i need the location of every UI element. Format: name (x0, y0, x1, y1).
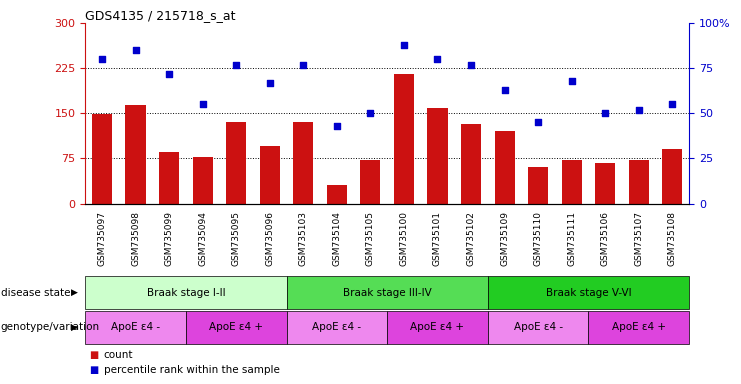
Bar (287, 311, 387, 344)
Text: count: count (104, 350, 133, 360)
Text: Braak stage I-II: Braak stage I-II (147, 288, 225, 298)
Point (499, 87, 511, 93)
Text: percentile rank within the sample: percentile rank within the sample (104, 366, 279, 376)
Bar (562, 160, 582, 204)
Bar (595, 162, 615, 204)
Bar (494, 131, 515, 204)
Point (599, 110, 611, 116)
Bar (293, 122, 313, 204)
Text: ApoE ε4 -: ApoE ε4 - (514, 322, 562, 333)
Bar (360, 160, 380, 204)
Bar (528, 167, 548, 204)
Bar (628, 160, 649, 204)
Text: ApoE ε4 -: ApoE ε4 - (111, 322, 160, 333)
Text: ApoE ε4 +: ApoE ε4 + (411, 322, 465, 333)
Text: ApoE ε4 +: ApoE ε4 + (209, 322, 263, 333)
Point (532, 119, 544, 125)
Bar (85, 276, 287, 309)
Bar (428, 108, 448, 204)
Bar (85, 311, 186, 344)
Point (196, 101, 208, 107)
Text: GDS4135 / 215718_s_at: GDS4135 / 215718_s_at (85, 9, 236, 22)
Point (163, 71, 175, 77)
Bar (662, 149, 682, 204)
Point (264, 79, 276, 86)
Text: ApoE ε4 +: ApoE ε4 + (612, 322, 666, 333)
Bar (488, 276, 689, 309)
Bar (488, 311, 588, 344)
Point (331, 123, 343, 129)
Text: ■: ■ (89, 366, 98, 376)
Point (130, 47, 142, 53)
Point (431, 56, 443, 62)
Bar (125, 106, 145, 204)
Point (230, 61, 242, 68)
Point (465, 61, 477, 68)
Point (365, 110, 376, 116)
Bar (327, 185, 347, 204)
Bar (226, 122, 246, 204)
Point (566, 78, 578, 84)
Text: ▶: ▶ (70, 288, 78, 297)
Text: ▶: ▶ (70, 323, 78, 332)
Bar (461, 124, 481, 204)
Text: Braak stage V-VI: Braak stage V-VI (545, 288, 631, 298)
Text: ■: ■ (89, 350, 98, 360)
Bar (193, 157, 213, 204)
Bar (588, 311, 689, 344)
Bar (92, 114, 112, 204)
Text: Braak stage III-IV: Braak stage III-IV (343, 288, 431, 298)
Text: ApoE ε4 -: ApoE ε4 - (312, 322, 362, 333)
Text: disease state: disease state (1, 288, 70, 298)
Text: genotype/variation: genotype/variation (1, 322, 100, 333)
Point (633, 107, 645, 113)
Bar (259, 146, 280, 204)
Point (398, 41, 410, 48)
Bar (387, 311, 488, 344)
Point (297, 61, 309, 68)
Bar (394, 74, 414, 204)
Point (666, 101, 678, 107)
Bar (287, 276, 488, 309)
Bar (186, 311, 287, 344)
Bar (159, 152, 179, 204)
Point (96, 56, 108, 62)
